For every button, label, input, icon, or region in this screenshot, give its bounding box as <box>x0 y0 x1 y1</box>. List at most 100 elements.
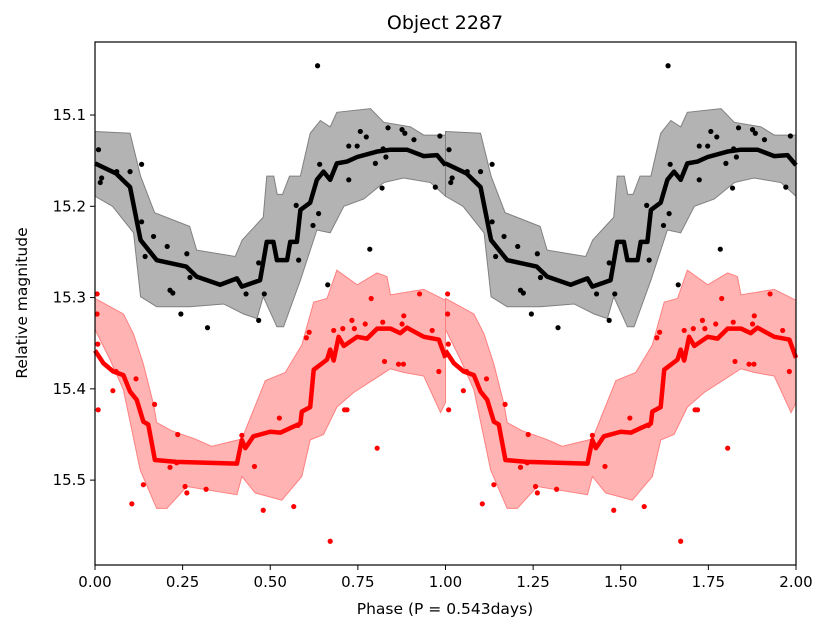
black-data-point <box>296 257 302 263</box>
black-data-point <box>534 251 540 257</box>
black-data-point <box>667 161 673 167</box>
black-data-point <box>402 130 408 136</box>
black-data-point <box>723 160 729 166</box>
black-data-point <box>314 63 321 69</box>
y-tick-label: 15.2 <box>53 197 86 215</box>
y-tick-label: 15.4 <box>53 380 86 398</box>
red-data-point <box>746 361 752 367</box>
black-data-point <box>729 185 736 191</box>
black-data-point <box>501 233 507 240</box>
black-data-point <box>243 291 249 297</box>
black-data-point <box>142 253 148 260</box>
black-data-point <box>178 311 184 317</box>
black-data-point <box>644 202 650 208</box>
black-data-point <box>367 246 373 252</box>
red-data-point <box>446 407 452 413</box>
black-data-point <box>139 219 145 225</box>
red-data-point <box>725 445 731 451</box>
black-data-point <box>520 290 526 296</box>
red-data-point <box>327 538 333 544</box>
red-data-point <box>140 482 146 488</box>
black-data-point <box>696 177 702 183</box>
red-data-point <box>445 341 451 347</box>
red-data-point <box>167 464 173 470</box>
y-tick-label: 15.5 <box>53 471 86 489</box>
red-data-point <box>445 291 451 297</box>
red-data-point <box>732 358 738 365</box>
x-tick-label: 0.25 <box>166 573 199 591</box>
black-data-point <box>515 243 521 250</box>
x-tick-label: 1.25 <box>516 573 549 591</box>
x-tick-label: 2.00 <box>779 573 812 591</box>
red-data-point <box>719 295 725 302</box>
black-data-point <box>379 185 385 191</box>
red-data-point <box>589 432 595 438</box>
black-data-point <box>346 177 352 183</box>
black-data-point <box>606 260 612 266</box>
red-data-point <box>502 401 508 407</box>
red-data-point <box>331 327 337 334</box>
red-data-point <box>491 482 497 488</box>
red-data-point <box>133 376 139 382</box>
black-data-point <box>95 147 102 153</box>
red-data-point <box>303 335 309 341</box>
black-data-point <box>612 291 618 297</box>
red-data-point <box>306 329 312 335</box>
black-data-point <box>184 251 190 257</box>
black-data-point <box>150 233 157 240</box>
red-data-point <box>239 432 245 438</box>
red-data-point <box>368 295 374 302</box>
black-data-point <box>164 243 170 250</box>
red-data-point <box>678 538 684 544</box>
black-data-point <box>399 127 405 133</box>
black-data-point <box>749 127 756 133</box>
red-data-point <box>380 319 386 325</box>
red-data-point <box>129 501 135 507</box>
black-confidence-band <box>445 108 797 328</box>
black-data-point <box>317 161 323 167</box>
red-data-point <box>681 327 687 334</box>
red-data-point <box>429 327 435 334</box>
red-data-point <box>95 341 101 347</box>
red-data-point <box>401 313 407 319</box>
chart-title: Object 2287 <box>387 12 503 34</box>
red-data-point <box>702 326 708 332</box>
black-data-point <box>787 133 793 139</box>
red-smoothed-line <box>93 325 448 466</box>
black-data-point <box>310 222 316 229</box>
black-data-point <box>660 222 667 229</box>
red-data-point <box>400 361 407 367</box>
plot-area <box>93 63 799 544</box>
red-data-point <box>351 326 357 332</box>
red-data-point <box>460 388 466 394</box>
red-data-point <box>713 321 719 327</box>
black-data-point <box>528 311 534 317</box>
red-data-point <box>381 358 388 365</box>
red-data-point <box>602 463 608 470</box>
black-data-point <box>646 257 652 263</box>
red-data-point <box>483 376 490 382</box>
black-data-point <box>325 282 331 288</box>
y-axis-label: Relative magnitude <box>13 227 31 378</box>
red-data-point <box>749 321 756 327</box>
red-data-point <box>291 503 297 510</box>
black-data-point <box>752 130 758 136</box>
red-data-point <box>611 507 617 513</box>
black-smoothed-line <box>444 147 798 289</box>
red-data-point <box>786 368 792 375</box>
red-data-point <box>349 317 355 323</box>
black-data-point <box>493 253 499 260</box>
black-data-point <box>606 317 612 323</box>
black-data-point <box>139 161 145 167</box>
black-data-point <box>354 143 360 149</box>
black-data-point <box>708 128 714 135</box>
black-data-point <box>489 161 495 167</box>
red-data-point <box>436 368 442 375</box>
black-data-point <box>187 274 193 281</box>
black-data-point <box>714 134 720 140</box>
red-data-point <box>362 321 368 327</box>
black-data-point <box>489 219 495 225</box>
red-data-point <box>260 507 266 513</box>
red-data-point <box>182 483 188 490</box>
red-data-point <box>175 431 181 438</box>
